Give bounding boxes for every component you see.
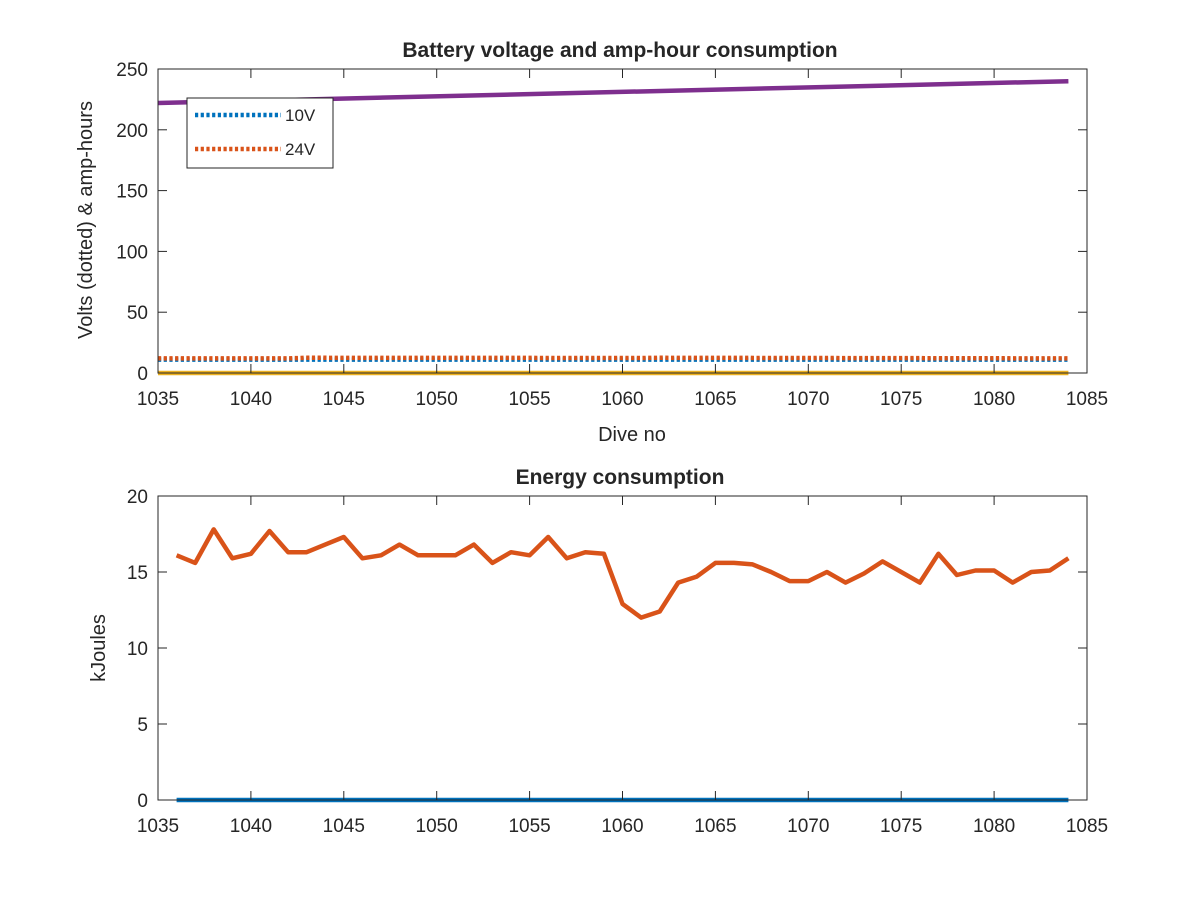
y-axis-label: Volts (dotted) & amp-hours [75,101,97,339]
y-tick-label: 200 [116,121,148,142]
x-tick-label: 1080 [973,389,1015,410]
y-tick-label: 100 [116,242,148,263]
x-tick-label: 1070 [787,389,829,410]
x-tick-label: 1055 [508,816,550,837]
y-tick-label: 150 [116,182,148,203]
x-tick-label: 1065 [694,816,736,837]
y-tick-label: 50 [127,303,148,324]
series-line-1 [175,527,1070,620]
x-tick-label: 1075 [880,816,922,837]
x-tick-label: 1080 [973,816,1015,837]
voltage-chart: Battery voltage and amp-hour consumption… [75,39,1108,446]
plot-area: 1035 1040 1045 1050 1055 1060 1065 1070 1075 1080… [127,487,1108,837]
legend-label: 10V [285,106,316,125]
legend: 10V 24V [186,97,334,169]
y-tick-label: 15 [127,563,148,584]
chart-title: Energy consumption [516,466,725,489]
x-tick-label: 1040 [230,389,272,410]
x-tick-label: 1060 [601,816,643,837]
x-tick-label: 1055 [508,389,550,410]
x-tick-label: 1050 [416,816,458,837]
x-tick-label: 1075 [880,389,922,410]
y-tick-label: 250 [116,60,148,81]
x-tick-label: 1065 [694,389,736,410]
x-tick-label: 1050 [416,389,458,410]
x-tick-label: 1035 [137,389,179,410]
x-tick-label: 1045 [323,816,365,837]
series-line-24v [158,355,1069,361]
y-tick-label: 10 [127,639,148,660]
x-tick-label: 1060 [601,389,643,410]
x-tick-label: 1035 [137,816,179,837]
y-tick-label: 0 [137,791,148,812]
chart-title: Battery voltage and amp-hour consumption [402,39,837,62]
x-tick-label: 1070 [787,816,829,837]
energy-chart: Energy consumption kJoules 1035 1040 1045 1… [88,466,1108,837]
y-axis-label: kJoules [88,614,110,682]
y-tick-label: 5 [137,715,148,736]
legend-label: 24V [285,140,316,159]
y-tick-label: 0 [137,364,148,385]
y-tick-label: 20 [127,487,148,508]
x-tick-label: 1045 [323,389,365,410]
legend-box [186,97,334,169]
x-tick-label: 1085 [1066,816,1108,837]
x-axis-label: Dive no [598,424,666,446]
plot-area: 1035 1040 1045 1050 1055 1060 1065 1070 1075 1080… [116,60,1108,410]
x-tick-label: 1040 [230,816,272,837]
x-tick-label: 1085 [1066,389,1108,410]
